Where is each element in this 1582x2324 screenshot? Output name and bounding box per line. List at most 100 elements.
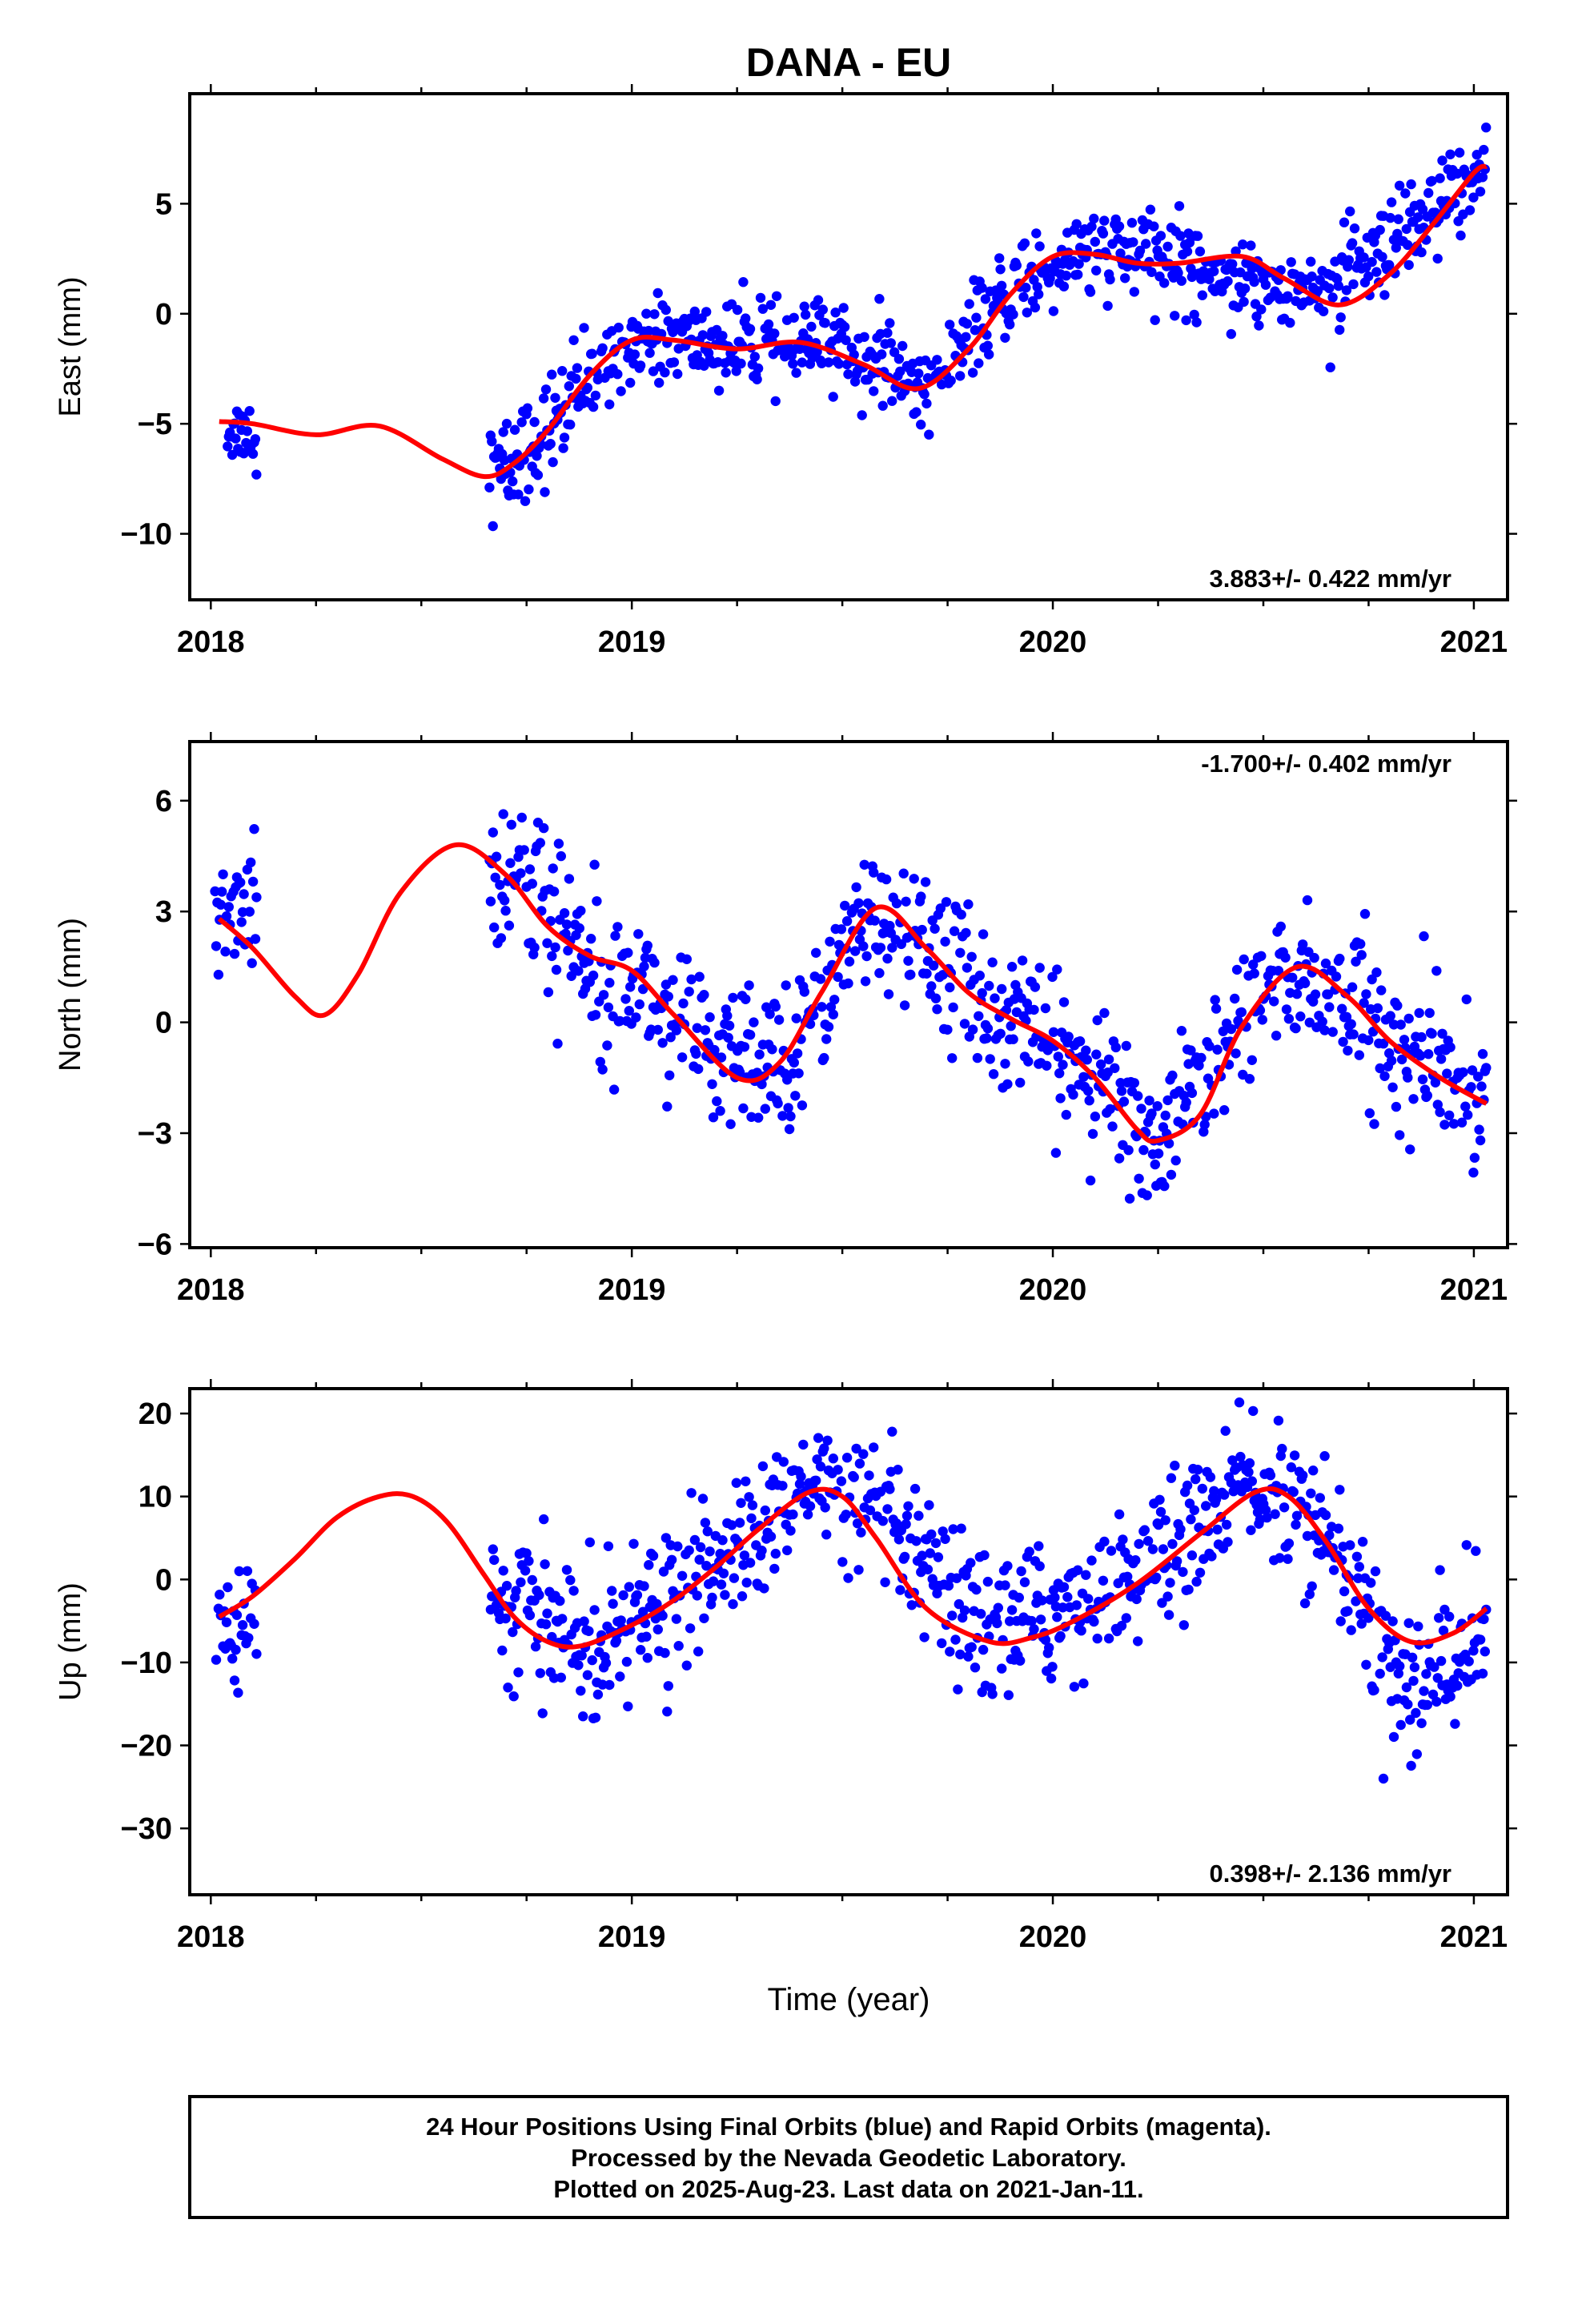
up-data-point [843,1573,853,1583]
up-data-point [1083,1594,1094,1604]
north-data-point [1439,1120,1450,1130]
y-tick-label: −10 [121,518,172,552]
east-data-point [1032,282,1042,292]
east-data-point [833,359,845,369]
north-data-point [1269,996,1279,1007]
up-data-point [745,1558,756,1568]
up-data-point [1175,1524,1186,1534]
up-data-point [673,1541,683,1552]
north-data-point [1378,1039,1389,1049]
north-data-point [707,1079,717,1090]
up-data-point [1207,1551,1217,1562]
north-data-point [603,1002,614,1013]
up-data-point [641,1631,652,1642]
up-data-point [636,1645,646,1655]
north-data-point [724,1020,735,1031]
up-data-point [1154,1494,1165,1506]
east-data-point [1472,150,1482,160]
north-data-point [592,896,602,907]
east-data-point [1475,187,1486,197]
east-data-point [1155,231,1166,241]
east-data-point [996,280,1007,291]
east-data-point [1479,144,1489,155]
north-data-point [1396,1054,1407,1065]
east-data-point [1227,259,1238,269]
east-data-point [911,407,921,417]
north-data-point [1361,989,1371,999]
east-data-point [1386,197,1397,207]
east-data-point [616,386,626,396]
east-data-point [612,369,623,380]
up-data-point [1019,1577,1030,1587]
up-data-point [1445,1691,1456,1702]
up-data-point [720,1590,730,1600]
up-data-point [794,1478,805,1490]
north-plot-frame [188,740,1509,1249]
north-data-point [945,982,955,993]
east-data-point [579,323,589,333]
north-data-point [498,809,508,819]
up-data-point [729,1573,740,1583]
north-data-point [1166,1169,1177,1180]
east-data-point [540,384,552,395]
north-data-point [982,1023,994,1034]
east-data-point [1445,149,1456,159]
east-data-point [1394,180,1405,191]
north-data-point [500,906,511,916]
north-data-point [749,1017,759,1027]
y-tick-label: 0 [155,1007,172,1040]
north-data-point [1302,895,1313,906]
east-data-point [501,418,512,429]
east-data-point [882,328,893,338]
up-data-point [639,1581,649,1591]
up-data-point [741,1476,751,1487]
north-data-point [745,1030,756,1040]
north-data-point [1320,958,1331,969]
up-data-point [611,1635,622,1646]
north-data-point [213,969,224,980]
north-data-point [715,1106,725,1116]
up-data-point [901,1510,913,1522]
east-data-point [1477,172,1488,183]
north-data-point [519,845,529,855]
up-data-point [1037,1595,1047,1606]
east-data-point [830,308,841,318]
north-data-point [668,975,678,985]
north-data-point [1082,1055,1093,1065]
north-data-point [1309,952,1319,963]
up-data-point [1192,1465,1203,1475]
north-data-point [1099,1007,1110,1019]
up-data-point [652,1598,662,1610]
up-data-point [700,1518,711,1528]
east-x-axis: 2018 2019 2020 2021 [177,84,1508,659]
up-data-point [746,1513,757,1524]
up-data-point [1343,1606,1353,1616]
up-data-point [1016,1566,1026,1577]
north-data-point [691,1048,701,1059]
up-fit-line [218,1486,1488,1650]
east-data-point [919,389,930,400]
up-data-point [805,1501,816,1511]
north-data-point [1116,1086,1127,1096]
east-data-point [1307,271,1317,282]
east-data-point [1000,332,1010,343]
north-data-point [817,1002,827,1012]
up-data-point [237,1620,248,1630]
north-data-point [819,1052,829,1063]
north-data-point [1477,1048,1488,1059]
up-data-point [616,1615,626,1626]
north-data-point [1324,1002,1335,1012]
east-data-point [1286,257,1296,267]
up-data-point [607,1586,617,1596]
up-data-point [1299,1598,1311,1609]
up-data-point [1034,1561,1045,1571]
up-data-point [1243,1467,1254,1478]
up-data-point [1155,1506,1166,1518]
up-data-point [1118,1534,1128,1545]
east-data-point [1413,212,1423,223]
east-data-point [1249,276,1259,287]
east-data-point [1189,309,1199,320]
north-data-point [1068,1089,1078,1100]
y-tick-label: −6 [138,1228,172,1261]
east-data-point [1403,239,1413,251]
